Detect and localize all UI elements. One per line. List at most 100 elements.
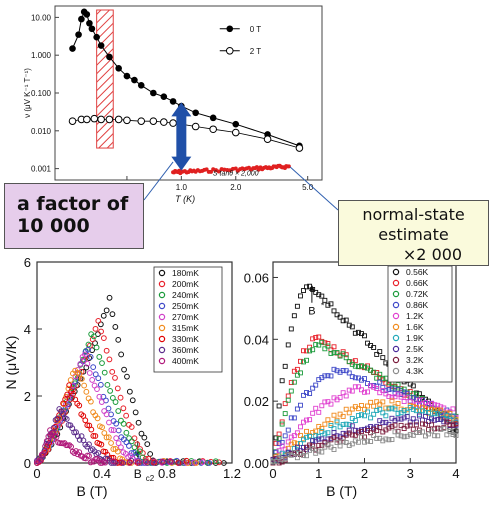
legend-label-400mK: 400mK — [172, 356, 199, 366]
point-0.86K — [285, 427, 291, 433]
point-0.56K — [325, 302, 331, 308]
point-4.3K — [273, 458, 279, 464]
x-tick-label: 2 — [361, 466, 368, 481]
point-330mK — [88, 426, 95, 433]
point-270mK — [113, 435, 120, 442]
x-axis-label: B (T) — [326, 483, 357, 499]
point-0.56K — [322, 297, 328, 303]
point-0.72K — [288, 388, 294, 394]
point-1.6K — [429, 407, 435, 412]
point-0T — [209, 114, 217, 122]
point-0.56K — [371, 345, 377, 351]
point-0T — [97, 42, 105, 49]
point-1.6K — [371, 403, 377, 409]
point-180mK — [135, 419, 142, 426]
point-0.56K — [316, 292, 322, 298]
point-0.56K — [285, 342, 291, 348]
point-1.9K — [352, 418, 358, 424]
point-1.2K — [279, 443, 285, 449]
point-270mK — [89, 377, 96, 383]
point-1.2K — [282, 446, 288, 452]
point-240mK — [137, 448, 143, 455]
point-3.2K — [386, 425, 392, 431]
point-180mK — [138, 430, 145, 437]
point-2.5K — [407, 419, 413, 425]
point-180mK — [132, 409, 139, 416]
point-0.72K — [380, 376, 386, 382]
legend-marker-240mK — [158, 291, 166, 299]
point-200mK — [123, 412, 130, 419]
point-1.9K — [294, 447, 300, 453]
point-315mK — [114, 448, 121, 455]
y-tick-label: 0.02 — [244, 394, 269, 409]
point-3.2K — [352, 432, 358, 438]
point-240mK — [99, 360, 105, 367]
point-0.86K — [288, 415, 294, 421]
point-3.2K — [359, 429, 364, 435]
point-0.56K — [291, 313, 297, 319]
point-0.72K — [334, 350, 340, 356]
point-0T — [83, 11, 91, 18]
point-2.5K — [413, 419, 419, 425]
legend-marker-3.2K — [392, 356, 400, 364]
point-3.2K — [310, 443, 316, 449]
point-4.3K — [392, 429, 398, 435]
point-200mK — [216, 459, 222, 466]
point-1.9K — [325, 430, 331, 436]
point-1.9K — [301, 437, 306, 443]
point-240mK — [131, 444, 138, 451]
point-1.9K — [392, 406, 398, 412]
point-1.6K — [410, 403, 416, 409]
point-2T — [137, 117, 146, 125]
point-0.86K — [291, 415, 297, 421]
point-1.9K — [359, 412, 364, 418]
point-315mK — [87, 398, 94, 405]
point-2.5K — [438, 416, 444, 422]
point-250mK — [92, 371, 99, 378]
point-270mK — [98, 399, 105, 405]
point-1.6K — [368, 399, 374, 405]
point-1.9K — [343, 421, 349, 427]
point-3.2K — [435, 425, 441, 431]
legend-box — [387, 265, 453, 383]
point-200mK — [103, 347, 110, 354]
point-1.6K — [304, 428, 309, 434]
point-3.2K — [374, 428, 380, 434]
point-1.2K — [398, 394, 404, 400]
point-0T — [86, 19, 93, 27]
point-250mK — [105, 405, 112, 412]
point-1.2K — [389, 394, 395, 400]
point-4.3K — [288, 452, 294, 458]
bc2-label: B — [134, 467, 142, 481]
point-240mK — [112, 399, 119, 405]
point-1.2K — [416, 397, 422, 403]
hatched-region — [96, 9, 114, 149]
point-270mK — [115, 440, 122, 447]
point-0.66K — [301, 348, 306, 354]
point-1.9K — [307, 433, 313, 439]
point-0.72K — [313, 342, 319, 348]
point-2T — [263, 135, 272, 143]
point-400mK — [42, 443, 49, 450]
point-0.56K — [276, 403, 282, 409]
point-0.72K — [291, 379, 297, 385]
point-2T — [90, 114, 99, 123]
point-0.86K — [331, 366, 337, 372]
point-4.3K — [444, 432, 450, 438]
point-3.2K — [368, 430, 374, 436]
point-2.5K — [398, 416, 404, 422]
point-315mK — [105, 434, 112, 441]
y-tick-label: 0.010 — [31, 127, 52, 136]
point-0.72K — [276, 436, 282, 442]
point-1.9K — [365, 409, 370, 415]
point-0.66K — [313, 335, 319, 340]
point-2.5K — [441, 419, 447, 425]
legend-0T-label: 0 T — [250, 25, 262, 34]
point-2.5K — [410, 416, 416, 422]
point-0.72K — [346, 359, 352, 365]
point-180mK — [112, 324, 119, 330]
point-1.9K — [304, 434, 309, 440]
point-330mK — [84, 422, 91, 429]
point-1.9K — [395, 411, 401, 417]
point-2.5K — [319, 436, 325, 442]
